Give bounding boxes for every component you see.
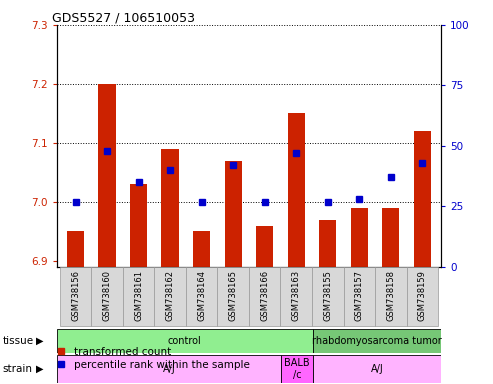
Text: GSM738162: GSM738162	[166, 270, 175, 321]
Bar	[287, 113, 305, 267]
Bar	[313, 329, 441, 353]
Text: GSM738157: GSM738157	[355, 270, 364, 321]
Bar	[344, 267, 375, 326]
Bar	[57, 329, 313, 353]
Bar	[67, 232, 84, 267]
Text: rhabdomyosarcoma tumor: rhabdomyosarcoma tumor	[312, 336, 442, 346]
Bar	[130, 184, 147, 267]
Text: ▶: ▶	[36, 364, 43, 374]
Bar	[414, 131, 431, 267]
Text: GDS5527 / 106510053: GDS5527 / 106510053	[52, 12, 195, 25]
Text: A/J: A/J	[371, 364, 384, 374]
Bar	[123, 267, 154, 326]
Bar	[99, 84, 116, 267]
Bar	[154, 267, 186, 326]
Text: GSM738164: GSM738164	[197, 270, 206, 321]
Text: tissue: tissue	[2, 336, 34, 346]
Bar	[281, 267, 312, 326]
Bar	[313, 355, 441, 382]
Text: GSM738159: GSM738159	[418, 270, 427, 321]
Bar	[91, 267, 123, 326]
Text: GSM738160: GSM738160	[103, 270, 111, 321]
Bar	[162, 149, 179, 267]
Bar	[193, 232, 211, 267]
Text: BALB
/c: BALB /c	[284, 358, 310, 380]
Bar	[375, 267, 407, 326]
Bar	[281, 355, 313, 382]
Bar	[57, 355, 281, 382]
Bar	[351, 208, 368, 267]
Bar	[224, 161, 242, 267]
Text: GSM738156: GSM738156	[71, 270, 80, 321]
Bar	[312, 267, 344, 326]
Text: A/J: A/J	[163, 364, 175, 374]
Text: GSM738165: GSM738165	[229, 270, 238, 321]
Text: GSM738161: GSM738161	[134, 270, 143, 321]
Text: GSM738155: GSM738155	[323, 270, 332, 321]
Text: GSM738158: GSM738158	[387, 270, 395, 321]
Bar	[319, 220, 336, 267]
Bar	[60, 267, 91, 326]
Text: control: control	[168, 336, 202, 346]
Text: strain: strain	[2, 364, 33, 374]
Legend: transformed count, percentile rank within the sample: transformed count, percentile rank withi…	[57, 347, 249, 370]
Bar	[256, 225, 274, 267]
Text: ▶: ▶	[36, 336, 43, 346]
Bar	[217, 267, 249, 326]
Bar	[407, 267, 438, 326]
Bar	[249, 267, 281, 326]
Text: GSM738163: GSM738163	[292, 270, 301, 321]
Bar	[382, 208, 399, 267]
Text: GSM738166: GSM738166	[260, 270, 269, 321]
Bar	[186, 267, 217, 326]
